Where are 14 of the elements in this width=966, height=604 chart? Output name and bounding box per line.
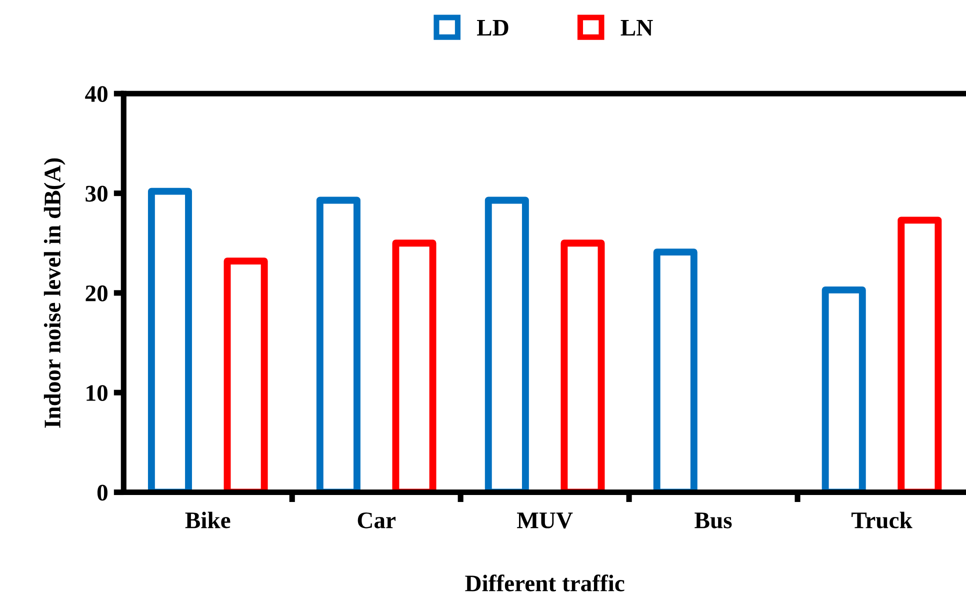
legend-label: LN (620, 20, 653, 36)
y-tick-label: 20 (86, 285, 108, 302)
y-axis-title: Indoor noise level in dB(A) (44, 158, 66, 428)
x-axis-title: Different traffic (465, 574, 624, 592)
x-tick-label: Car (358, 512, 396, 528)
y-tick-label: 0 (97, 484, 108, 501)
y-tick-label: 30 (86, 186, 108, 202)
y-tick-label: 10 (86, 385, 108, 402)
y-tick-label: 40 (85, 86, 108, 102)
x-tick-label: MUV (517, 512, 573, 528)
x-tick-label: Bike (185, 512, 230, 528)
legend-label: LD (477, 20, 508, 36)
x-tick-label: Bus (694, 512, 732, 528)
x-tick-label: Truck (852, 512, 912, 528)
